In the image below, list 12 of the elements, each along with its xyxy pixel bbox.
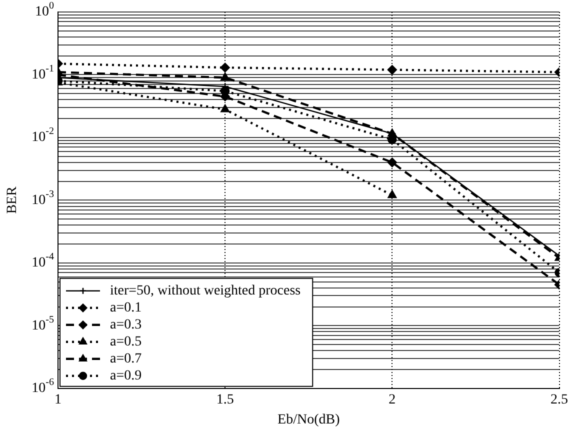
- legend-label: a=0.3: [110, 318, 142, 333]
- x-axis-title: Eb/No(dB): [278, 412, 340, 428]
- legend-label: a=0.1: [110, 300, 142, 316]
- y-axis-title: BER: [5, 186, 20, 214]
- x-tick-label: 2: [388, 392, 396, 408]
- legend-label: iter=50, without weighted process: [110, 284, 301, 299]
- legend-label: a=0.5: [110, 334, 142, 350]
- legend-label: a=0.7: [110, 352, 142, 367]
- x-tick-label: 2.5: [550, 392, 568, 408]
- x-tick-label: 1: [54, 392, 62, 408]
- legend-label: a=0.9: [110, 368, 142, 384]
- x-tick-label: 1.5: [216, 392, 234, 408]
